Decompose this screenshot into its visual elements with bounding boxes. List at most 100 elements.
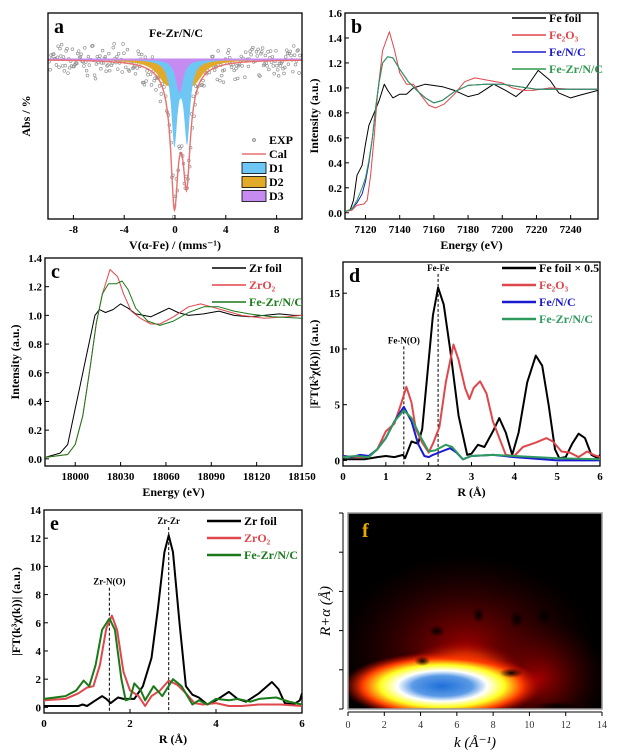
exp-point [292,53,297,57]
heatmap [348,513,602,709]
exp-point [148,72,153,76]
exp-point [91,44,95,48]
x-tick-label: 0 [346,720,351,731]
exp-point [282,71,286,76]
y-axis-label: |FT(k³χ(k))| (a.u.) [9,567,23,656]
legend-label: Fe/N/C [539,295,576,309]
legend-label: D2 [269,175,284,189]
exp-point [218,78,222,83]
y-tick-label: 1.0 [328,83,342,95]
heatmap-minimum [472,607,485,623]
exp-point [236,76,240,81]
exp-point [254,50,259,54]
exp-point [82,64,86,68]
annotation-label: Zr-N(O) [93,577,125,587]
exp-point [145,69,149,73]
exp-point [112,42,116,46]
legend-swatch [241,176,267,188]
x-tick-label: 4 [418,720,423,731]
exp-point [267,67,271,72]
exp-point [54,63,59,67]
plot-frame [43,509,303,714]
legend-label: Fe-Zr/N/C [549,62,603,76]
panel-f: 0 2 4 6 8 10 12 14 k (Å⁻¹) R+α (Å) f [318,512,607,751]
plot-frame [342,261,601,467]
x-tick-label: 6 [454,720,459,731]
exp-point [121,42,125,46]
heatmap-minimum [499,668,524,678]
exp-point [179,151,183,156]
y-tick-label: 0 [36,702,42,714]
exp-point [297,71,301,75]
exp-point [116,52,121,56]
exp-point [60,64,65,68]
x-axis-label: Energy (eV) [142,485,204,499]
y-tick-label: 0.8 [328,108,342,120]
x-tick-label: 18000 [61,471,89,483]
exp-point [243,75,247,79]
x-tick-label: 7180 [457,224,480,236]
panel-label: d [349,265,360,287]
exp-point [144,79,148,83]
exp-point [106,63,110,67]
legend-label: Fe-Zr/N/C [539,312,593,326]
exp-point [251,45,255,50]
exp-point [212,68,217,72]
annotation-label: Fe-Fe [427,263,449,273]
exp-point [265,64,269,68]
exp-point [64,49,68,53]
exp-point [72,64,76,69]
exp-point [86,54,91,59]
exp-point [201,78,205,83]
exp-point [263,53,267,58]
y-tick-label: 10 [30,561,42,573]
x-tick-label: 5 [554,471,560,483]
d3-area [48,59,302,93]
exp-point [216,49,220,53]
y-tick-label: 1.4 [328,33,342,45]
x-tick-label: 2 [382,720,387,731]
exp-point [296,48,300,52]
x-tick-label: 4 [512,471,518,483]
y-tick-label: 0.2 [328,183,342,195]
plot-frame [347,512,603,710]
panel-label: a [54,16,64,38]
exp-point [58,46,62,51]
exp-point [220,73,224,78]
exp-point [258,74,262,78]
exp-point [111,45,115,50]
x-tick-label: 18150 [288,471,316,483]
panel-d: 0 1 2 3 4 5 6 0 5 10 15 R (Å) |FT(k³χ(k))| (a.u.) d Fe… [307,261,603,499]
exp-point [246,64,251,69]
exp-point [75,61,79,66]
x-tick-label: 0 [340,471,346,483]
cal-line [48,59,303,213]
exp-point [287,51,291,56]
y-tick-label: 0.6 [28,368,42,380]
series-line-3 [343,409,600,461]
annotation-label: Fe-N(O) [388,335,420,345]
x-tick-label: 18090 [198,471,226,483]
legend-label: Fe₂O₃ [549,28,579,42]
y-axis-label: Intensity (a.u.) [307,78,321,153]
exp-point [70,47,75,51]
y-tick-label: 0.0 [328,208,342,220]
x-tick-label: 4 [223,224,229,236]
y-tick-label: 0.4 [328,158,342,170]
exp-point [159,92,163,96]
exp-point [154,88,158,92]
exp-point [68,66,72,70]
exp-point [270,55,275,59]
x-tick-label: 0 [172,224,178,236]
x-axis-label: R (Å) [159,732,187,746]
exp-point [244,50,248,54]
y-axis-label: R+α (Å) [318,586,334,637]
panel-c: 18000 18030 18060 18090 18120 18150 0.0 0.2 0.4 0… [8,253,316,499]
legend-label: D3 [269,189,284,203]
exp-point [285,51,290,56]
exp-point [232,68,236,73]
exp-point [248,49,252,53]
y-tick-label: 5 [335,400,341,412]
exp-point [272,71,276,76]
